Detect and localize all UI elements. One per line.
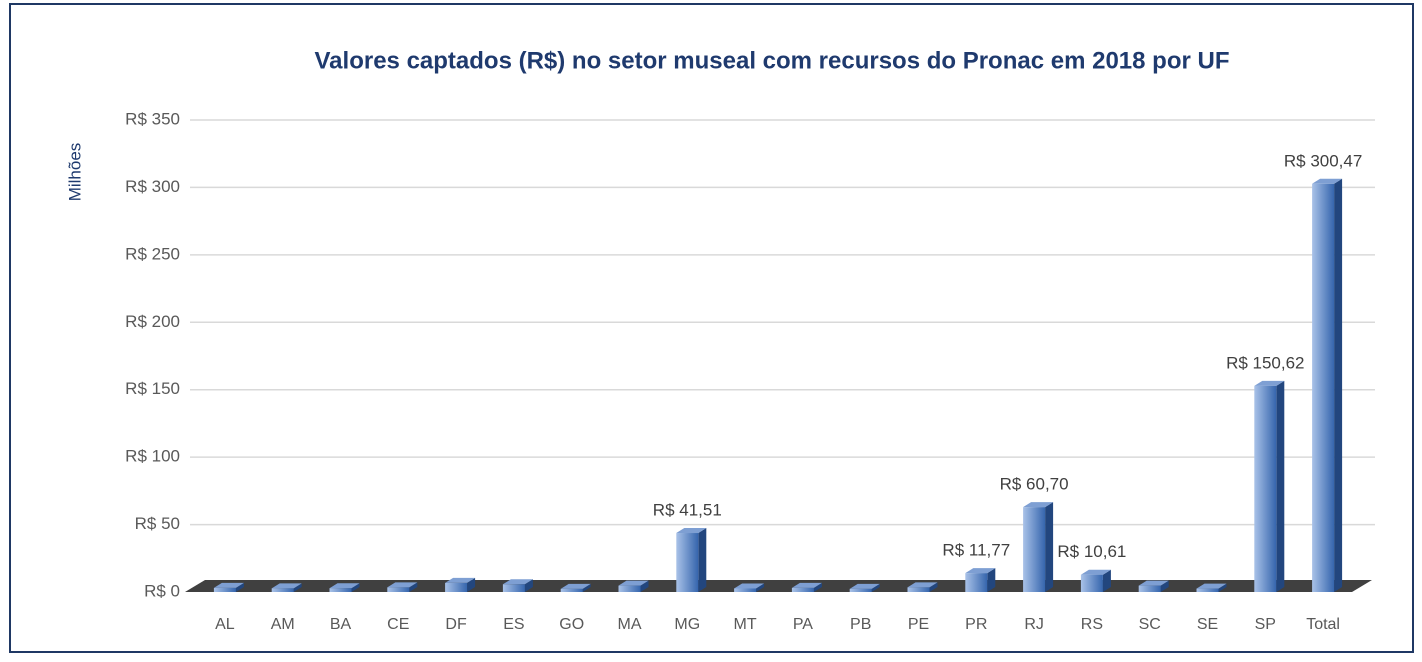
- bar: [849, 588, 872, 592]
- bar: [965, 573, 988, 592]
- y-tick-label: R$ 250: [125, 244, 180, 263]
- y-tick-label: R$ 350: [125, 109, 180, 128]
- x-tick-label: MA: [618, 616, 642, 633]
- bar: [791, 587, 814, 592]
- bar: [271, 588, 294, 592]
- bar: [560, 588, 583, 592]
- y-tick-label: R$ 100: [125, 447, 180, 466]
- y-tick-label: R$ 300: [125, 177, 180, 196]
- bar-top: [965, 568, 996, 574]
- bar-top: [1080, 569, 1111, 575]
- bar-side: [1218, 583, 1227, 592]
- bar-side: [409, 582, 418, 592]
- bar: [1254, 385, 1277, 592]
- x-tick-label: CE: [387, 616, 409, 633]
- x-tick-label: PE: [908, 616, 929, 633]
- bar-side: [235, 582, 244, 592]
- bar-top: [907, 582, 938, 588]
- bar-top: [791, 582, 822, 588]
- x-tick-label: AM: [271, 616, 295, 633]
- bar-top: [213, 582, 244, 588]
- bar-side: [987, 568, 996, 592]
- bar-top: [387, 582, 418, 588]
- value-label: R$ 10,61: [1057, 542, 1126, 561]
- bar: [1138, 585, 1161, 592]
- x-tick-label: GO: [559, 616, 584, 633]
- x-tick-label: ES: [503, 616, 524, 633]
- value-label: R$ 11,77: [942, 541, 1010, 560]
- bar-top: [560, 583, 591, 589]
- bar: [387, 587, 410, 592]
- bar-side: [524, 579, 533, 592]
- y-tick-label: R$ 50: [135, 514, 180, 533]
- bar-top: [1312, 178, 1343, 184]
- x-tick-label: MT: [734, 616, 757, 633]
- bar-top: [734, 583, 765, 589]
- bar-top: [445, 577, 476, 583]
- x-tick-label: DF: [445, 616, 467, 633]
- bar-top: [329, 583, 360, 589]
- value-label: R$ 41,51: [653, 501, 722, 520]
- x-tick-label: SP: [1255, 616, 1276, 633]
- bar-side: [1276, 380, 1285, 592]
- bar: [1312, 183, 1335, 592]
- value-label: R$ 60,70: [1000, 475, 1069, 494]
- y-tick-label: R$ 150: [125, 379, 180, 398]
- bar-top: [618, 580, 649, 586]
- bar: [618, 585, 641, 592]
- bar: [676, 533, 699, 592]
- bar-top: [502, 579, 533, 585]
- bar-top: [1254, 380, 1285, 386]
- bar-top: [1138, 580, 1169, 586]
- x-tick-label: PA: [793, 616, 813, 633]
- x-tick-label: Total: [1306, 616, 1340, 633]
- y-tick-label: R$ 0: [144, 581, 180, 600]
- x-tick-label: SC: [1139, 616, 1161, 633]
- bar-side: [871, 583, 880, 592]
- x-tick-label: SE: [1197, 616, 1218, 633]
- bar-side: [929, 582, 938, 592]
- x-tick-label: RJ: [1024, 616, 1044, 633]
- x-tick-label: AL: [215, 616, 235, 633]
- bar-side: [293, 583, 302, 592]
- bar-side: [351, 583, 360, 592]
- bar-side: [756, 583, 765, 592]
- bar: [213, 587, 236, 592]
- bar-side: [640, 580, 649, 592]
- bar: [502, 584, 525, 592]
- bar-side: [467, 577, 476, 592]
- bar: [1080, 574, 1103, 592]
- bar-side: [1160, 580, 1169, 592]
- bar-side: [1334, 178, 1343, 592]
- bar: [1023, 507, 1046, 592]
- bar: [329, 588, 352, 592]
- x-tick-label: RS: [1081, 616, 1103, 633]
- bar-top: [1023, 502, 1054, 508]
- chart-title: Valores captados (R$) no setor museal co…: [315, 47, 1230, 74]
- y-axis-label: Milhões: [65, 143, 84, 202]
- bar-top: [271, 583, 302, 589]
- value-label: R$ 300,47: [1284, 151, 1362, 170]
- bar: [907, 587, 930, 592]
- x-tick-label: PB: [850, 616, 871, 633]
- x-tick-label: PR: [965, 616, 987, 633]
- bar-side: [698, 528, 707, 592]
- bar: [1196, 588, 1219, 592]
- value-label: R$ 150,62: [1226, 353, 1304, 372]
- bar-top: [849, 583, 880, 589]
- floor: [185, 580, 1372, 592]
- frame: [9, 3, 1414, 653]
- bar-side: [813, 582, 822, 592]
- x-tick-label: BA: [330, 616, 352, 633]
- x-tick-label: MG: [674, 616, 700, 633]
- bar-side: [582, 583, 591, 592]
- bar-side: [1102, 569, 1111, 592]
- bar-top: [1196, 583, 1227, 589]
- bar-top: [676, 528, 707, 534]
- y-tick-label: R$ 200: [125, 312, 180, 331]
- bar-side: [1045, 502, 1054, 592]
- bar: [734, 588, 757, 592]
- bar: [445, 582, 468, 592]
